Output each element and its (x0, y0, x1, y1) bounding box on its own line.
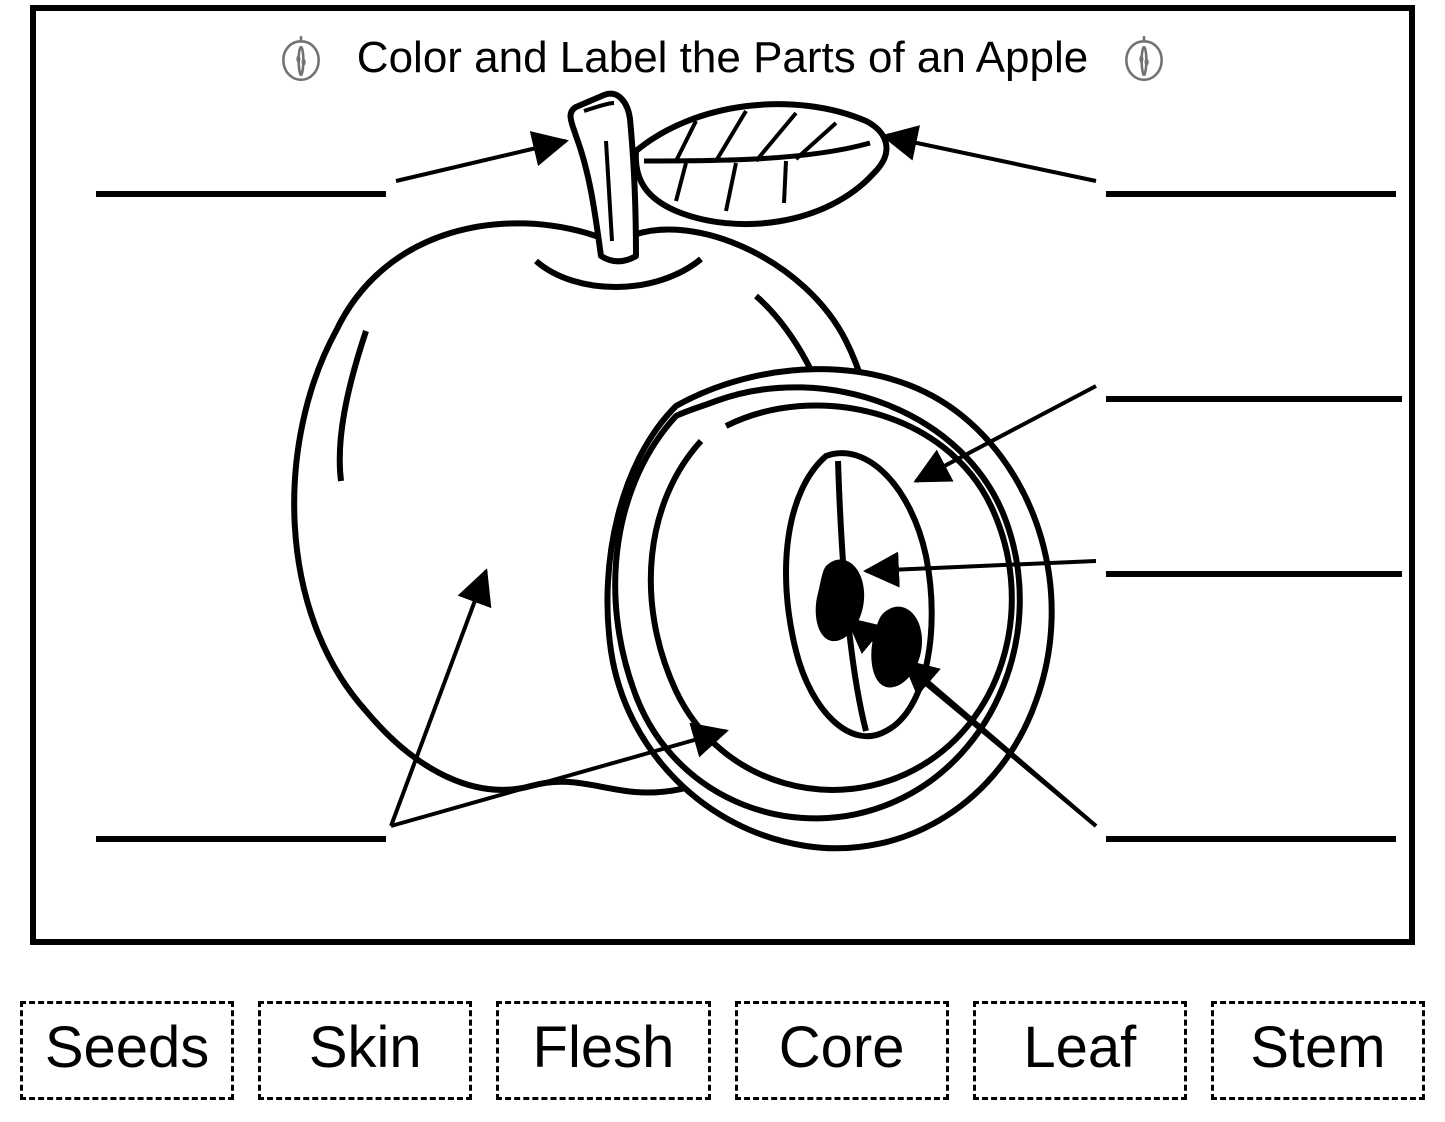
apple-leaf (636, 104, 887, 224)
word-box[interactable]: Stem (1211, 1001, 1425, 1100)
word-bank: Seeds Skin Flesh Core Leaf Stem (20, 1001, 1425, 1100)
worksheet-page: Color and Label the Parts of an Apple (0, 0, 1445, 1122)
arrow-stem (396, 141, 566, 181)
word-box[interactable]: Seeds (20, 1001, 234, 1100)
worksheet-frame: Color and Label the Parts of an Apple (30, 5, 1415, 945)
apple-diagram (36, 11, 1409, 939)
word-box[interactable]: Leaf (973, 1001, 1187, 1100)
word-box[interactable]: Flesh (496, 1001, 710, 1100)
word-box[interactable]: Core (735, 1001, 949, 1100)
word-box[interactable]: Skin (258, 1001, 472, 1100)
arrow-leaf (884, 136, 1096, 181)
